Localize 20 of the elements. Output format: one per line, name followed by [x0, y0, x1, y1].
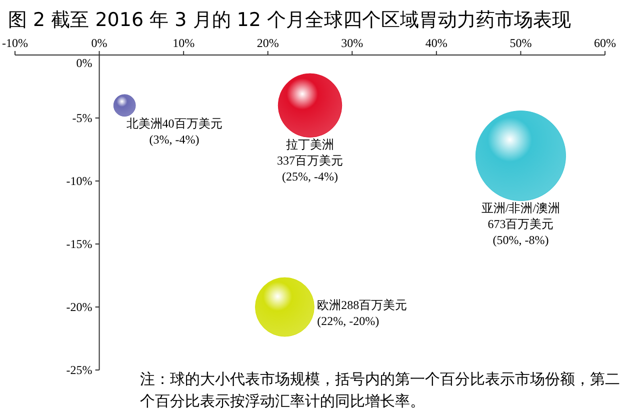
x-tick-label: 20% — [256, 36, 279, 50]
x-tick-label: 50% — [510, 36, 532, 50]
annotation: 拉丁美洲 337百万美元 (25%, -4%) — [277, 137, 343, 184]
x-tick-label: 30% — [341, 36, 364, 50]
y-tick-label: -15% — [66, 237, 92, 251]
annotation: 亚洲/非洲/澳洲 673百万美元 (50%, -8%) — [481, 200, 560, 247]
x-tick-label: 40% — [425, 36, 448, 50]
x-tick-label: 0% — [91, 36, 108, 50]
x-tick-label: -10% — [2, 36, 28, 50]
annotation: 北美洲40百万美元 (3%, -4%) — [126, 116, 222, 146]
y-tick-label: 0% — [76, 56, 92, 70]
y-tick-label: -10% — [66, 174, 92, 188]
chart-title: 图 2 截至 2016 年 3 月的 12 个月全球四个区域胃动力药市场表现 — [8, 9, 572, 31]
annotation: 欧洲288百万美元 (22%, -20%) — [317, 298, 408, 328]
y-tick-label: -20% — [66, 300, 92, 314]
x-tick-label: 10% — [172, 36, 195, 50]
y-tick-label: -5% — [72, 111, 92, 125]
annotation: 注：球的大小代表市场规模，括号内的第一个百分比表示市场份额，第二个百分比表示按浮动汇率计的同比增长率。 — [140, 369, 621, 412]
x-tick-label: 60% — [594, 36, 616, 50]
y-tick-label: -25% — [66, 363, 92, 377]
